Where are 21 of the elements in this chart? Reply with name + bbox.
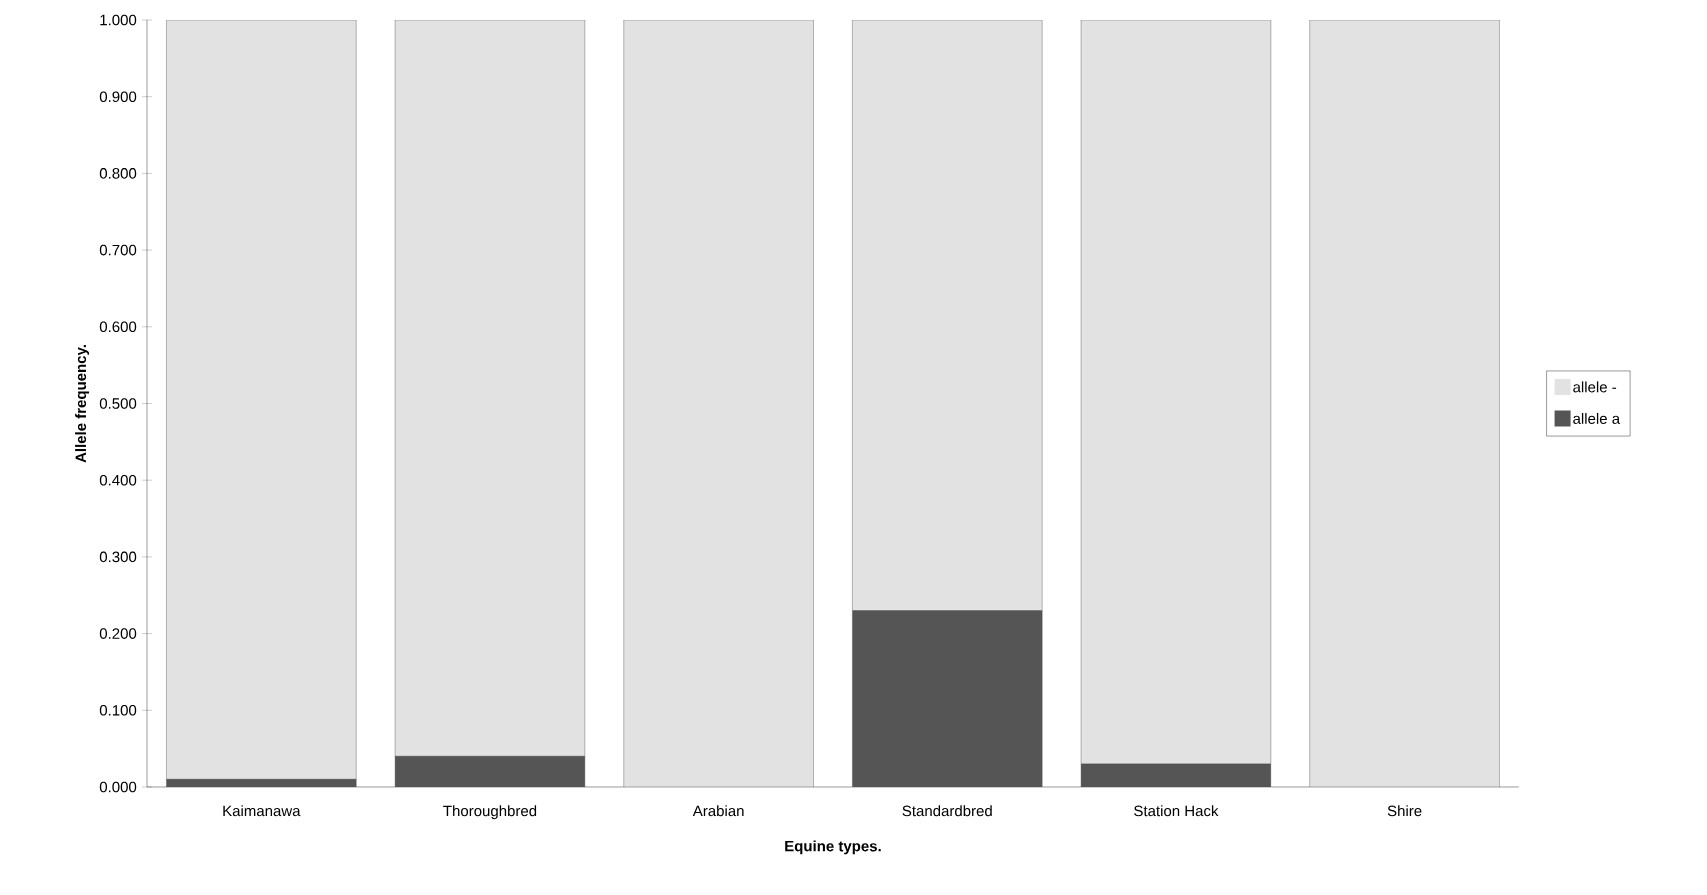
x-axis-title: Equine types. — [785, 840, 881, 855]
y-tick-label: 0.000 — [99, 781, 137, 793]
y-tick-label: 0.400 — [99, 474, 137, 486]
x-tick-label: Standardbred — [902, 805, 992, 817]
x-tick-label: Shire — [1387, 805, 1422, 817]
y-tick-label: 0.200 — [99, 628, 137, 639]
y-tick-label: 0.300 — [99, 551, 137, 563]
y-tick-label: 0.700 — [99, 244, 137, 256]
y-tick-label: 1.000 — [100, 14, 137, 26]
x-tick-label: Station Hack — [1134, 805, 1219, 817]
x-tick-label: Arabian — [692, 805, 744, 817]
y-tick-label: 0.900 — [99, 91, 137, 102]
y-tick-label: 0.800 — [99, 168, 137, 179]
y-tick-label: 0.100 — [99, 704, 137, 716]
x-tick-label: Kaimanawa — [223, 805, 301, 817]
legend-label: allele - — [1573, 381, 1617, 393]
y-tick-label: 0.500 — [99, 398, 137, 409]
x-tick-label: Thoroughbred — [443, 805, 537, 820]
legend-label: allele a — [1573, 412, 1621, 424]
y-axis-title: Allele frequency. — [75, 345, 90, 463]
y-tick-label: 0.600 — [99, 321, 137, 333]
